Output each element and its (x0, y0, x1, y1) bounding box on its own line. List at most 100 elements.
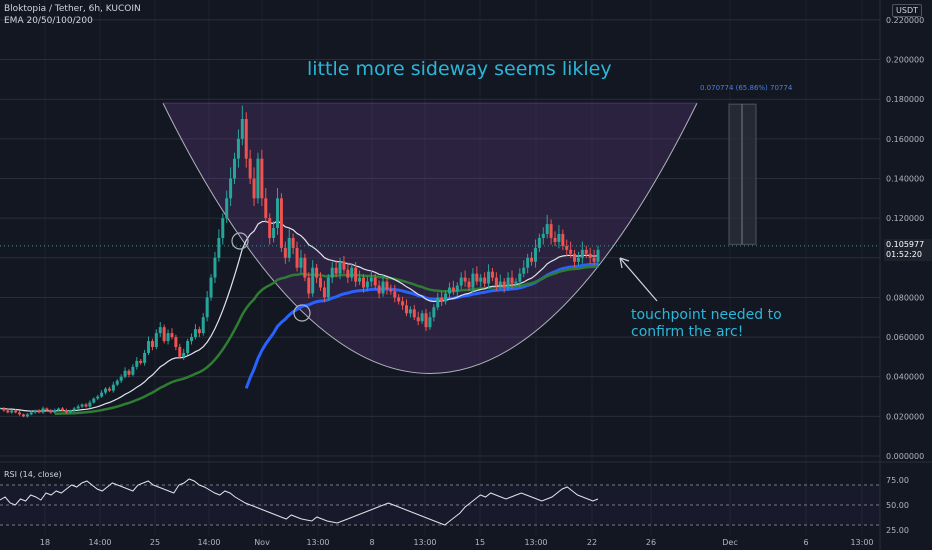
candle-body (29, 412, 33, 415)
candle-body (412, 309, 416, 318)
y-tick-label: 0.160000 (886, 135, 924, 144)
candle-body (33, 410, 37, 413)
candle-body (236, 138, 240, 159)
candle-body (287, 237, 291, 258)
candle-body (424, 313, 428, 328)
candle-body (303, 257, 307, 278)
candle-body (178, 347, 182, 357)
candle-body (197, 329, 201, 334)
candle-body (111, 384, 115, 391)
candle-body (2, 408, 6, 411)
candle-body (45, 408, 49, 411)
candle-body (139, 360, 143, 363)
candle-body (541, 234, 545, 238)
currency-badge[interactable]: USDT (892, 4, 922, 17)
candle-body (471, 273, 475, 288)
candle-body (436, 297, 440, 308)
candle-body (361, 277, 365, 288)
annotation-note-line2: confirm the arc! (631, 324, 744, 340)
candle-body (530, 257, 534, 262)
candle-body (389, 289, 393, 292)
candle-body (49, 410, 53, 413)
candle-body (440, 297, 444, 302)
annotation-arrow (619, 257, 658, 302)
candle-body (127, 370, 131, 375)
candle-body (533, 247, 537, 262)
candle-body (365, 281, 369, 288)
candle-body (57, 408, 61, 411)
candle-body (494, 277, 498, 286)
candle-body (119, 376, 123, 381)
y-tick-label: 0.040000 (886, 373, 924, 382)
candle-body (143, 352, 147, 363)
candle-body (518, 273, 522, 282)
candle-body (18, 412, 22, 415)
x-tick-label: 13:00 (306, 538, 329, 547)
y-tick-label: 0.060000 (886, 333, 924, 342)
candle-body (338, 261, 342, 274)
candle-body (10, 410, 14, 413)
candle-body (490, 271, 494, 278)
candle-body (158, 327, 162, 334)
candle-body (229, 178, 233, 199)
candle-body (545, 224, 549, 234)
candle-body (64, 410, 68, 413)
x-tick-label: 6 (803, 538, 808, 547)
candle-body (393, 291, 397, 298)
symbol-legend[interactable]: Bloktopia / Tether, 6h, KUCOIN (4, 4, 141, 14)
candle-body (299, 257, 303, 268)
candle-body (68, 410, 72, 413)
x-tick-label: 14:00 (88, 538, 111, 547)
candle-body (537, 237, 541, 248)
arc-outline (162, 102, 698, 374)
rsi-y-tick-label: 25.00 (886, 526, 909, 535)
candle-body (350, 267, 354, 278)
annotation-note[interactable]: touchpoint needed to confirm the arc! (631, 307, 782, 341)
y-tick-label: 0.080000 (886, 293, 924, 302)
candle-body (96, 396, 100, 399)
candle-body (276, 198, 280, 229)
candle-body (104, 388, 108, 393)
candle-body (209, 277, 213, 298)
candle-body (463, 277, 467, 282)
candle-body (401, 301, 405, 306)
candle-body (88, 402, 92, 407)
candle-body (377, 285, 381, 294)
ema-legend[interactable]: EMA 20/50/100/200 (4, 16, 93, 26)
annotation-title[interactable]: little more sideway seems likley (307, 58, 612, 80)
rsi-legend[interactable]: RSI (14, close) (4, 470, 62, 479)
candle-body (385, 281, 389, 290)
candle-body (584, 249, 588, 254)
candle-body (373, 277, 377, 286)
candle-body (41, 408, 45, 413)
candle-body (256, 158, 260, 199)
candle-body (498, 281, 502, 286)
candle-body (233, 158, 237, 179)
candle-body (346, 269, 350, 278)
candle-body (80, 404, 84, 407)
candle-body (100, 392, 104, 397)
candle-body (432, 307, 436, 318)
candle-body (92, 398, 96, 403)
candle-body (451, 287, 455, 292)
candle-body (131, 366, 135, 375)
candle-body (514, 281, 518, 284)
candle-body (6, 410, 10, 413)
candle-body (0, 408, 2, 410)
candle-body (244, 119, 248, 159)
candle-body (510, 277, 514, 284)
last-price-tag: 0.105977 01:52:20 (884, 239, 932, 261)
candle-body (596, 249, 600, 262)
candle-body (444, 293, 448, 302)
candle-body (358, 277, 362, 282)
candle-body (561, 234, 565, 246)
candle-body (506, 277, 510, 288)
x-tick-label: 26 (646, 538, 656, 547)
candle-body (76, 406, 80, 409)
candle-body (318, 277, 322, 288)
candle-body (420, 313, 424, 322)
candle-body (182, 352, 186, 357)
candle-body (272, 228, 276, 238)
x-tick-label: 18 (40, 538, 50, 547)
